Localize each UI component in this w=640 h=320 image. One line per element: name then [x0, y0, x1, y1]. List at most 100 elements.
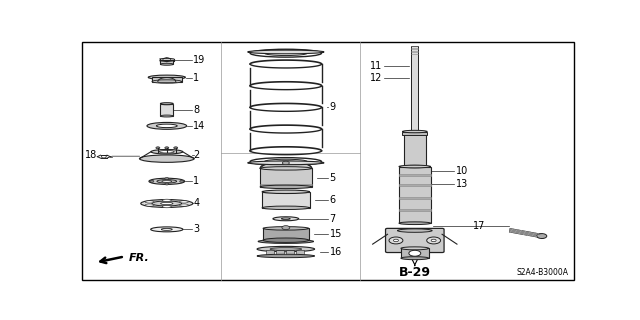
- Text: 1: 1: [193, 73, 199, 83]
- Bar: [260, 168, 312, 187]
- Bar: [266, 250, 275, 256]
- Ellipse shape: [262, 206, 310, 210]
- Ellipse shape: [140, 155, 194, 162]
- Ellipse shape: [401, 257, 429, 260]
- Ellipse shape: [161, 228, 172, 230]
- Circle shape: [165, 147, 169, 149]
- FancyBboxPatch shape: [385, 228, 444, 252]
- Ellipse shape: [162, 180, 172, 182]
- Circle shape: [282, 161, 289, 165]
- Circle shape: [101, 156, 106, 158]
- Bar: [399, 174, 431, 176]
- Ellipse shape: [148, 75, 186, 80]
- Text: 17: 17: [473, 221, 485, 231]
- Ellipse shape: [282, 218, 291, 220]
- Ellipse shape: [156, 124, 177, 128]
- Ellipse shape: [403, 130, 428, 133]
- Circle shape: [165, 183, 169, 185]
- Ellipse shape: [145, 204, 154, 206]
- Bar: [161, 104, 173, 116]
- Ellipse shape: [260, 185, 312, 188]
- Circle shape: [389, 237, 403, 244]
- Ellipse shape: [270, 248, 301, 251]
- Bar: [296, 250, 304, 256]
- Ellipse shape: [161, 103, 173, 105]
- Ellipse shape: [152, 80, 182, 83]
- Ellipse shape: [264, 159, 307, 164]
- Text: 2: 2: [193, 150, 199, 160]
- Ellipse shape: [179, 201, 188, 203]
- Ellipse shape: [145, 201, 154, 203]
- Ellipse shape: [397, 229, 432, 232]
- Circle shape: [537, 234, 547, 238]
- Circle shape: [165, 178, 169, 180]
- Text: 9: 9: [330, 102, 335, 112]
- Bar: [399, 209, 431, 211]
- Circle shape: [163, 58, 171, 62]
- Ellipse shape: [263, 227, 308, 230]
- Text: 3: 3: [193, 224, 199, 234]
- Ellipse shape: [250, 49, 321, 57]
- Circle shape: [156, 147, 160, 149]
- Text: 14: 14: [193, 121, 205, 131]
- Ellipse shape: [399, 222, 431, 225]
- Bar: [404, 132, 426, 166]
- Ellipse shape: [161, 63, 173, 65]
- Text: 19: 19: [193, 55, 205, 65]
- Bar: [276, 250, 284, 256]
- Ellipse shape: [159, 150, 174, 153]
- Text: 11: 11: [371, 60, 383, 70]
- Ellipse shape: [264, 51, 307, 56]
- Text: 18: 18: [85, 150, 97, 160]
- Circle shape: [427, 237, 440, 244]
- Bar: [399, 184, 431, 186]
- Ellipse shape: [149, 178, 185, 184]
- Text: 15: 15: [330, 229, 342, 239]
- Text: 16: 16: [330, 246, 342, 257]
- Circle shape: [173, 147, 178, 149]
- Ellipse shape: [147, 123, 187, 129]
- Text: 6: 6: [330, 195, 335, 205]
- Text: 7: 7: [330, 214, 336, 224]
- Ellipse shape: [401, 247, 429, 250]
- Ellipse shape: [399, 165, 431, 168]
- Ellipse shape: [179, 204, 188, 206]
- Ellipse shape: [250, 158, 321, 165]
- Text: S2A4-B3000A: S2A4-B3000A: [516, 268, 568, 277]
- Ellipse shape: [248, 50, 324, 54]
- Ellipse shape: [141, 200, 193, 207]
- Circle shape: [394, 239, 399, 242]
- Ellipse shape: [404, 131, 426, 133]
- Circle shape: [150, 180, 154, 182]
- Text: 1: 1: [193, 176, 199, 186]
- Bar: [412, 46, 419, 132]
- Ellipse shape: [152, 201, 182, 206]
- Bar: [401, 248, 429, 258]
- Text: 10: 10: [456, 166, 468, 176]
- Ellipse shape: [263, 238, 308, 243]
- Bar: [161, 60, 173, 64]
- Bar: [262, 192, 310, 208]
- Ellipse shape: [257, 246, 315, 252]
- Ellipse shape: [150, 227, 183, 232]
- Text: 12: 12: [370, 73, 383, 83]
- Bar: [286, 250, 294, 256]
- Text: 5: 5: [330, 172, 336, 183]
- Bar: [263, 228, 308, 240]
- Circle shape: [180, 180, 184, 182]
- Bar: [403, 132, 428, 135]
- Ellipse shape: [258, 239, 314, 244]
- Text: FR.: FR.: [129, 253, 149, 263]
- Ellipse shape: [273, 217, 299, 221]
- Text: 13: 13: [456, 179, 468, 189]
- Text: 4: 4: [193, 198, 199, 209]
- Ellipse shape: [151, 149, 182, 154]
- Ellipse shape: [157, 180, 177, 183]
- Ellipse shape: [248, 161, 324, 165]
- Circle shape: [431, 239, 436, 242]
- Ellipse shape: [161, 115, 173, 117]
- Ellipse shape: [257, 254, 315, 258]
- Bar: [152, 77, 182, 82]
- Ellipse shape: [161, 202, 173, 204]
- Bar: [399, 196, 431, 198]
